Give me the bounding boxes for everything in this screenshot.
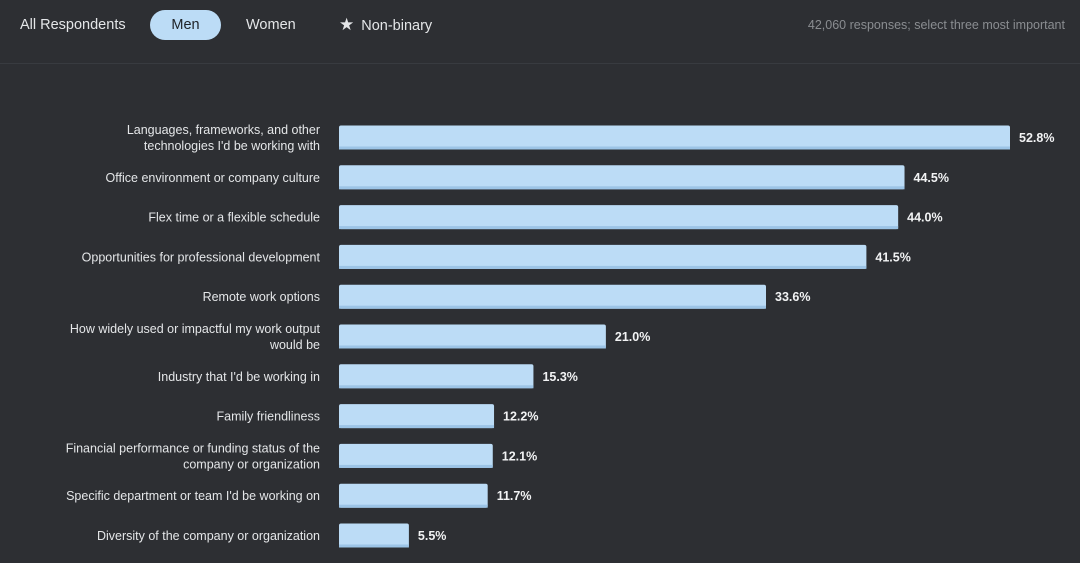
bar-row: Financial performance or funding status … — [66, 441, 538, 471]
bar — [339, 483, 488, 508]
bar — [339, 284, 766, 309]
value-label: 12.2% — [503, 410, 538, 424]
category-label: Financial performance or funding status … — [66, 441, 320, 455]
tab-non-binary-label: Non-binary — [361, 18, 433, 34]
bar — [339, 205, 899, 230]
category-label: Specific department or team I'd be worki… — [66, 489, 320, 503]
bar-shade — [339, 305, 766, 309]
category-label: Remote work options — [203, 290, 320, 304]
bar-shade — [339, 265, 867, 269]
bar-shade — [339, 504, 488, 508]
category-label: Industry that I'd be working in — [158, 370, 320, 384]
bar-shade — [339, 146, 1010, 150]
bar-shade — [339, 186, 905, 190]
value-label: 44.5% — [914, 171, 949, 185]
respondent-filter-tabs: All Respondents Men Women ★ Non-binary 42… — [0, 0, 1080, 50]
bar-shade — [339, 345, 606, 349]
bar-shade — [339, 464, 493, 468]
bar-row: Specific department or team I'd be worki… — [66, 483, 532, 508]
value-label: 21.0% — [615, 330, 650, 344]
value-label: 33.6% — [775, 290, 810, 304]
tab-all-respondents[interactable]: All Respondents — [20, 10, 126, 40]
value-label: 12.1% — [502, 449, 537, 463]
tab-non-binary[interactable]: ★ Non-binary — [339, 10, 432, 40]
value-label: 52.8% — [1019, 131, 1054, 145]
category-label: company or organization — [183, 457, 320, 471]
value-label: 44.0% — [907, 211, 942, 225]
value-label: 11.7% — [497, 489, 532, 503]
tab-women-label: Women — [246, 17, 296, 33]
tab-women[interactable]: Women — [246, 10, 296, 40]
value-label: 15.3% — [542, 370, 577, 384]
category-label: would be — [269, 338, 320, 352]
star-icon: ★ — [339, 15, 355, 34]
bar-row: Remote work options 33.6% — [203, 284, 810, 309]
bar — [339, 125, 1010, 150]
bar-row: How widely used or impactful my work out… — [70, 322, 650, 352]
category-label: How widely used or impactful my work out… — [70, 322, 321, 336]
bar — [339, 364, 534, 389]
tab-men[interactable]: Men — [150, 10, 221, 40]
category-label: technologies I'd be working with — [144, 139, 320, 153]
category-label: Opportunities for professional developme… — [82, 250, 321, 264]
bar-row: Languages, frameworks, and other technolo… — [127, 123, 1055, 153]
bar-shade — [339, 544, 409, 548]
category-label: Languages, frameworks, and other — [127, 123, 320, 137]
category-label: Diversity of the company or organization — [97, 529, 320, 543]
category-label: Flex time or a flexible schedule — [148, 211, 320, 225]
category-label: Office environment or company culture — [106, 171, 321, 185]
bar-row: Opportunities for professional developme… — [82, 244, 911, 269]
bar-shade — [339, 226, 899, 230]
bar — [339, 404, 495, 429]
tab-all-respondents-label: All Respondents — [20, 17, 126, 33]
bar-row: Office environment or company culture 44.… — [106, 165, 949, 190]
bar-row: Flex time or a flexible schedule 44.0% — [148, 205, 943, 230]
bar-shade — [339, 385, 534, 389]
responses-note: 42,060 responses; select three most impo… — [807, 18, 1065, 32]
bar — [339, 324, 606, 349]
bar — [339, 443, 493, 468]
bar — [339, 523, 409, 548]
bar — [339, 165, 905, 190]
tab-men-label: Men — [171, 17, 200, 33]
bar — [339, 244, 867, 269]
bar-shade — [339, 425, 495, 429]
bar-row: Diversity of the company or organization… — [97, 523, 447, 548]
bar-row: Industry that I'd be working in 15.3% — [158, 364, 578, 389]
header-divider — [0, 63, 1080, 64]
category-label: Family friendliness — [216, 410, 320, 424]
value-label: 5.5% — [418, 529, 447, 543]
bar-row: Family friendliness 12.2% — [216, 404, 538, 429]
value-label: 41.5% — [875, 250, 910, 264]
